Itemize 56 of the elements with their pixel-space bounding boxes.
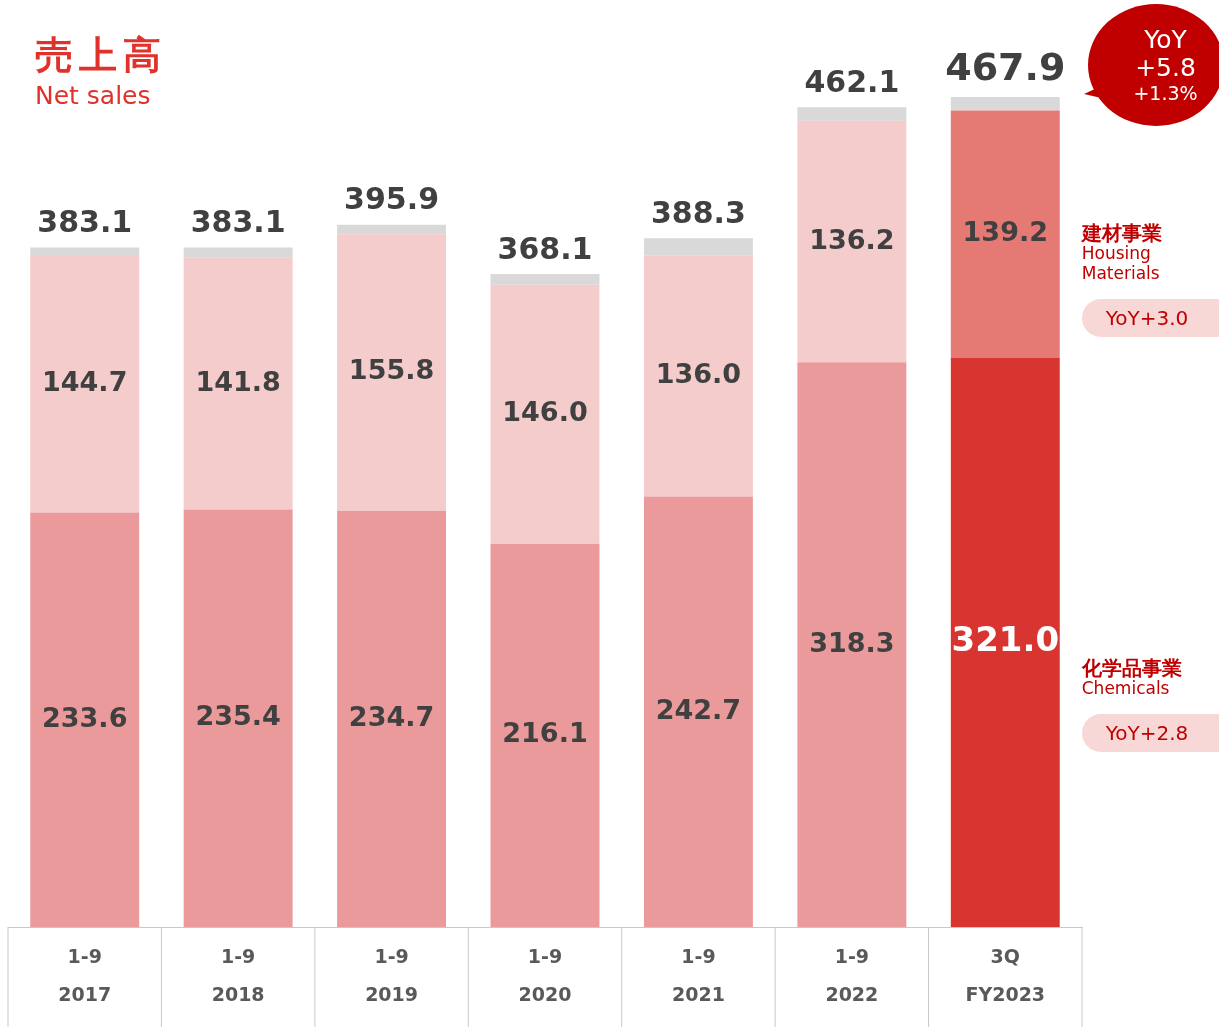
bar [183,257,293,510]
x-tick-label: 1-9 2020 [518,944,572,1005]
chart-subtitle: Net sales [35,81,152,110]
bar [337,510,447,927]
series-label: 化学品事業 Chemicals [1081,655,1183,698]
bar [797,120,907,363]
bar [643,238,753,256]
data-label: 146.0 [502,396,588,428]
series-label: 建材事業 Housing Materials [1081,220,1163,283]
x-tick-label: 1-9 2017 [58,944,112,1005]
bar [30,512,140,927]
data-label: 155.8 [348,354,435,386]
bar [183,247,293,258]
data-label: 139.2 [962,216,1048,248]
bar [643,496,753,927]
bar [490,284,600,544]
total-label: 368.1 [497,230,593,266]
x-tick-label: 1-9 2022 [825,944,879,1005]
x-tick-label: 1-9 2021 [671,944,725,1005]
bar [950,357,1060,927]
data-label: 235.4 [195,700,281,732]
x-tick-label: 1-9 2019 [365,944,419,1005]
data-label: 216.1 [502,717,588,749]
x-tick-label: 3Q FY2023 [965,944,1046,1005]
bar [490,543,600,927]
bar [183,509,293,927]
total-label: 395.9 [344,181,440,217]
data-label: 318.3 [809,626,895,658]
bar [950,96,1060,111]
data-label: 136.0 [655,357,742,389]
bar [797,107,907,121]
data-label: 136.2 [809,223,895,255]
chart-title: 売上高 [35,32,167,79]
bar [337,234,447,511]
total-label: 383.1 [190,204,286,240]
bar [797,362,907,927]
x-tick-label: 1-9 2018 [211,944,265,1005]
bar [337,224,447,235]
text: YoY+2.8 [1105,720,1189,745]
bar [30,255,140,513]
bar [950,110,1060,358]
bar [643,255,753,497]
data-label: 242.7 [655,693,742,725]
data-label: 321.0 [951,619,1060,660]
total-label: 467.9 [945,44,1066,89]
text: YoY+3.0 [1105,305,1189,330]
data-label: 141.8 [195,365,281,397]
total-label: 388.3 [650,194,746,230]
data-label: 233.6 [42,701,128,733]
data-label: 144.7 [42,366,128,398]
bar [490,273,600,285]
text: YoY +5.8 +1.3% [1132,25,1199,104]
bar [30,247,140,256]
total-label: 462.1 [804,64,900,100]
total-label: 383.1 [37,204,133,240]
data-label: 234.7 [348,700,435,732]
